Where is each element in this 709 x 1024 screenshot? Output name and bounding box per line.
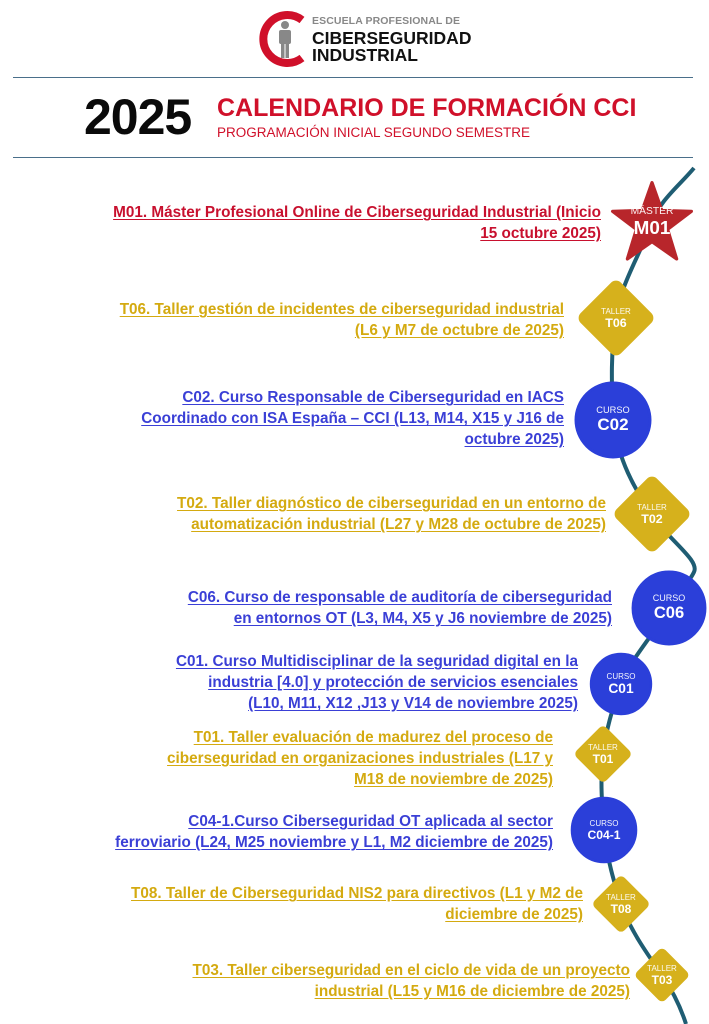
course-link-line[interactable]: (L10, M11, X12 ,J13 y V14 de noviembre 2… <box>248 695 578 712</box>
badge-kind: TALLER <box>647 963 677 973</box>
diamond-icon <box>614 476 690 552</box>
badge-kind: CURSO <box>589 818 619 828</box>
badge-c01[interactable]: CURSO C01 <box>589 652 653 716</box>
badge-code: C04-1 <box>587 827 621 842</box>
diamond-icon <box>593 876 649 932</box>
badge-code: C01 <box>608 681 634 696</box>
badge-kind: TALLER <box>606 892 636 902</box>
logo-line1: ESCUELA PROFESIONAL DE <box>312 15 461 27</box>
header-divider <box>13 157 693 158</box>
course-link-line[interactable]: T06. Taller gestión de incidentes de cib… <box>119 301 564 318</box>
course-link-t08[interactable]: T08. Taller de Ciberseguridad NIS2 para … <box>131 883 583 925</box>
page-subtitle: PROGRAMACIÓN INICIAL SEGUNDO SEMESTRE <box>217 125 531 140</box>
badge-code: T06 <box>605 315 627 330</box>
course-link-line[interactable]: ferroviario (L24, M25 noviembre y L1, M2… <box>115 834 553 851</box>
badge-code: T08 <box>610 901 632 916</box>
course-link-line[interactable]: T08. Taller de Ciberseguridad NIS2 para … <box>131 885 583 902</box>
course-link-line[interactable]: en entornos OT (L3, M4, X5 y J6 noviembr… <box>233 610 612 627</box>
course-link-c02[interactable]: C02. Curso Responsable de Ciberseguridad… <box>141 387 564 450</box>
badge-t06[interactable]: TALLER T06 <box>578 280 654 356</box>
course-link-c04-1[interactable]: C04-1.Curso Ciberseguridad OT aplicada a… <box>115 811 553 853</box>
course-link-line[interactable]: (L6 y M7 de octubre de 2025) <box>354 322 564 339</box>
course-link-t06[interactable]: T06. Taller gestión de incidentes de cib… <box>120 299 564 341</box>
course-link-line[interactable]: octubre 2025) <box>464 431 564 448</box>
course-link-line[interactable]: diciembre de 2025) <box>445 906 583 923</box>
badge-t02[interactable]: TALLER T02 <box>614 476 690 552</box>
badge-t03[interactable]: TALLER T03 <box>635 948 689 1002</box>
badge-t01[interactable]: TALLER T01 <box>575 726 631 782</box>
course-link-line[interactable]: 15 octubre 2025) <box>480 225 601 242</box>
badge-code: M01 <box>633 216 671 238</box>
course-link-line[interactable]: T01. Taller evaluación de madurez del pr… <box>193 729 553 746</box>
course-link-line[interactable]: Coordinado con ISA España – CCI (L13, M1… <box>141 410 564 427</box>
course-link-line[interactable]: T03. Taller ciberseguridad en el ciclo d… <box>192 962 630 979</box>
course-link-line[interactable]: M01. Máster Profesional Online de Cibers… <box>113 204 601 221</box>
star-icon <box>611 181 693 261</box>
course-link-line[interactable]: ciberseguridad en organizaciones industr… <box>167 750 553 767</box>
badge-kind: CURSO <box>596 405 630 415</box>
course-link-line[interactable]: industrial (L15 y M16 de diciembre de 20… <box>314 983 630 1000</box>
logo-line2: CIBERSEGURIDAD <box>312 27 472 48</box>
badge-code: C06 <box>653 603 685 622</box>
course-link-t03[interactable]: T03. Taller ciberseguridad en el ciclo d… <box>192 960 630 1002</box>
diamond-icon <box>578 280 654 356</box>
course-link-line[interactable]: C04-1.Curso Ciberseguridad OT aplicada a… <box>188 813 553 830</box>
course-link-c01[interactable]: C01. Curso Multidisciplinar de la seguri… <box>176 651 578 714</box>
course-link-m01[interactable]: M01. Máster Profesional Online de Cibers… <box>113 202 601 244</box>
badge-code: T01 <box>592 751 614 766</box>
circle-icon <box>589 652 653 716</box>
badge-m01[interactable]: MÁSTER M01 <box>611 181 693 263</box>
badge-t08[interactable]: TALLER T08 <box>593 876 649 932</box>
badge-kind: TALLER <box>601 306 631 316</box>
logo-line3: INDUSTRIAL <box>312 44 418 65</box>
course-link-line[interactable]: C02. Curso Responsable de Ciberseguridad… <box>182 389 564 406</box>
year-heading: 2025 <box>84 89 192 145</box>
course-link-t01[interactable]: T01. Taller evaluación de madurez del pr… <box>167 727 553 790</box>
badge-kind: TALLER <box>637 502 667 512</box>
badge-c02[interactable]: CURSO C02 <box>574 381 652 459</box>
diamond-icon <box>575 726 631 782</box>
diamond-icon <box>635 948 689 1002</box>
badge-code: T03 <box>651 972 673 987</box>
course-link-line[interactable]: industria [4.0] y protección de servicio… <box>208 674 578 691</box>
badge-c04-1[interactable]: CURSO C04-1 <box>570 796 638 864</box>
course-link-line[interactable]: automatización industrial (L27 y M28 de … <box>191 516 606 533</box>
badge-code: T02 <box>641 511 663 526</box>
page-title: CALENDARIO DE FORMACIÓN CCI <box>217 94 637 122</box>
course-link-line[interactable]: T02. Taller diagnóstico de cibersegurida… <box>177 495 606 512</box>
school-logo: ESCUELA PROFESIONAL DE CIBERSEGURIDAD IN… <box>258 10 472 70</box>
course-link-t02[interactable]: T02. Taller diagnóstico de cibersegurida… <box>177 493 606 535</box>
circle-icon <box>574 381 652 459</box>
course-link-line[interactable]: C06. Curso de responsable de auditoría d… <box>187 589 612 606</box>
logo-c-person-icon <box>259 11 305 67</box>
badge-kind: MÁSTER <box>630 205 674 217</box>
badge-kind: TALLER <box>588 742 618 752</box>
circle-icon <box>570 796 638 864</box>
badge-c06[interactable]: CURSO C06 <box>631 570 707 646</box>
circle-icon <box>631 570 707 646</box>
top-divider <box>13 77 693 78</box>
badge-kind: CURSO <box>606 672 636 681</box>
course-link-line[interactable]: C01. Curso Multidisciplinar de la seguri… <box>175 653 578 670</box>
badge-code: C02 <box>597 415 629 434</box>
course-link-c06[interactable]: C06. Curso de responsable de auditoría d… <box>188 587 612 629</box>
badge-kind: CURSO <box>652 593 686 603</box>
course-link-line[interactable]: M18 de noviembre de 2025) <box>354 771 553 788</box>
